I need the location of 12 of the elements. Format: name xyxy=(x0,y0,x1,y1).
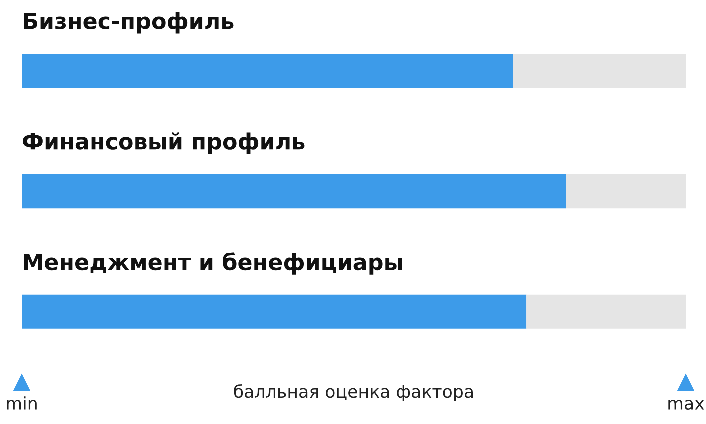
text: min xyxy=(7,396,37,410)
bar xyxy=(22,294,527,329)
y-tick-label: Финансовый профиль xyxy=(23,132,305,154)
bar xyxy=(22,54,514,88)
y-tick-label: Бизнес-профиль xyxy=(24,12,234,34)
bar xyxy=(513,54,686,88)
bar xyxy=(22,174,566,209)
bar xyxy=(566,174,686,209)
y-tick-label: Менеджмент и бенефициары xyxy=(24,252,402,275)
x-axis-title: балльная оценка фактора xyxy=(234,384,474,402)
bar xyxy=(526,294,686,329)
text: max xyxy=(668,400,704,410)
